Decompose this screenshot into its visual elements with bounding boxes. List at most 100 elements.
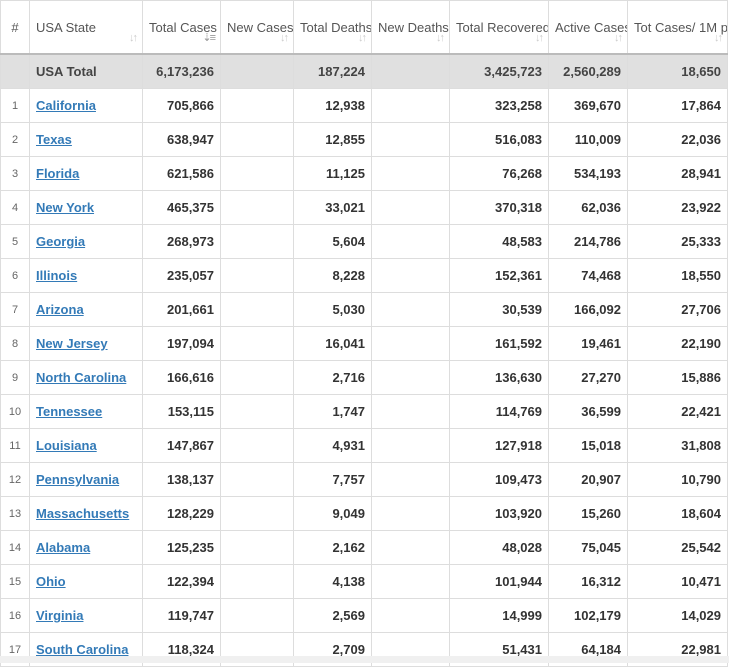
cell-new-deaths <box>371 564 450 599</box>
sort-icon[interactable]: ↓↑ <box>129 32 138 44</box>
table-row: 13 Massachusetts 128,229 9,049 103,920 15,260… <box>0 496 728 531</box>
cell-index: 12 <box>0 462 30 497</box>
header-cases-per-million[interactable]: Tot Cases/ 1M pop↓↑ <box>627 0 728 55</box>
cell-new-deaths <box>371 462 450 497</box>
state-link[interactable]: Virginia <box>36 608 84 623</box>
cell-cases-per-million: 23,922 <box>627 190 728 225</box>
table-row: 7 Arizona 201,661 5,030 30,539 166,092 27,706 <box>0 292 728 327</box>
state-link[interactable]: North Carolina <box>36 370 127 385</box>
header-label: Total Cases <box>149 19 217 35</box>
cell-cases-per-million: 28,941 <box>627 156 728 191</box>
cell-index: 6 <box>0 258 30 293</box>
table-row: 8 New Jersey 197,094 16,041 161,592 19,461 22,… <box>0 326 728 361</box>
cell-new-cases <box>220 462 294 497</box>
cell-active-cases: 534,193 <box>548 156 628 191</box>
horizontal-scrollbar[interactable] <box>0 656 729 663</box>
sort-icon[interactable]: ↓↑ <box>358 32 367 44</box>
cell-new-deaths <box>371 190 450 225</box>
cell-total-cases: 235,057 <box>142 258 221 293</box>
state-link[interactable]: Louisiana <box>36 438 97 453</box>
state-link[interactable]: Illinois <box>36 268 78 283</box>
header-label: Total Deaths <box>300 19 372 35</box>
cell-state: Florida <box>29 156 143 191</box>
cell-total-cases: 122,394 <box>142 564 221 599</box>
cell-new-deaths <box>371 360 450 395</box>
state-link[interactable]: California <box>36 98 96 113</box>
cell-total-deaths: 9,049 <box>293 496 372 531</box>
header-total-recovered[interactable]: Total Recovered ↓↑ <box>449 0 549 55</box>
sort-desc-icon[interactable]: ⇣≡ <box>202 32 216 44</box>
sort-icon[interactable]: ↓↑ <box>535 32 544 44</box>
state-link[interactable]: New Jersey <box>36 336 108 351</box>
cell-index: 4 <box>0 190 30 225</box>
sort-icon[interactable]: ↓↑ <box>280 32 289 44</box>
cell-new-cases <box>220 156 294 191</box>
cell-state: Massachusetts <box>29 496 143 531</box>
header-new-deaths[interactable]: New Deaths ↓↑ <box>371 0 450 55</box>
cell-total-cases: 166,616 <box>142 360 221 395</box>
cell-cases-per-million: 10,471 <box>627 564 728 599</box>
state-link[interactable]: Florida <box>36 166 80 181</box>
cell-active-cases: 15,260 <box>548 496 628 531</box>
state-link[interactable]: Texas <box>36 132 72 147</box>
total-new-deaths <box>371 53 450 89</box>
header-active-cases[interactable]: Active Cases ↓↑ <box>548 0 628 55</box>
state-link[interactable]: Ohio <box>36 574 66 589</box>
header-state[interactable]: USA State ↓↑ <box>29 0 143 55</box>
cell-new-cases <box>220 190 294 225</box>
total-new-cases <box>220 53 294 89</box>
cell-total-recovered: 14,999 <box>449 598 549 633</box>
cell-cases-per-million: 25,333 <box>627 224 728 259</box>
state-link[interactable]: Massachusetts <box>36 506 130 521</box>
cell-cases-per-million: 22,036 <box>627 122 728 157</box>
state-link[interactable]: Alabama <box>36 540 91 555</box>
cell-state: Georgia <box>29 224 143 259</box>
cell-total-cases: 201,661 <box>142 292 221 327</box>
cell-new-cases <box>220 496 294 531</box>
state-link[interactable]: Georgia <box>36 234 86 249</box>
cell-active-cases: 15,018 <box>548 428 628 463</box>
table-row: 2 Texas 638,947 12,855 516,083 110,009 22,036 <box>0 122 728 157</box>
cell-new-cases <box>220 292 294 327</box>
cell-active-cases: 74,468 <box>548 258 628 293</box>
cell-index: 7 <box>0 292 30 327</box>
cell-total-deaths: 4,138 <box>293 564 372 599</box>
header-label: # <box>11 19 19 35</box>
cell-cases-per-million: 31,808 <box>627 428 728 463</box>
cell-new-deaths <box>371 598 450 633</box>
cell-new-cases <box>220 326 294 361</box>
header-total-deaths[interactable]: Total Deaths ↓↑ <box>293 0 372 55</box>
state-link[interactable]: Arizona <box>36 302 84 317</box>
cell-total-recovered: 48,028 <box>449 530 549 565</box>
cell-new-cases <box>220 564 294 599</box>
total-row: USA Total 6,173,236 187,224 3,425,723 2,560,… <box>0 53 728 89</box>
header-label: New Cases <box>227 19 294 35</box>
total-total-recovered: 3,425,723 <box>449 53 549 89</box>
cell-index: 2 <box>0 122 30 157</box>
cell-cases-per-million: 22,421 <box>627 394 728 429</box>
header-label: Total Recovered <box>456 19 549 35</box>
cell-total-cases: 268,973 <box>142 224 221 259</box>
cell-new-cases <box>220 122 294 157</box>
state-link[interactable]: South Carolina <box>36 642 129 657</box>
state-link[interactable]: New York <box>36 200 95 215</box>
cell-active-cases: 369,670 <box>548 88 628 123</box>
state-link[interactable]: Tennessee <box>36 404 103 419</box>
cell-state: California <box>29 88 143 123</box>
cell-state: Pennsylvania <box>29 462 143 497</box>
sort-icon[interactable]: ↓↑ <box>614 32 623 44</box>
cell-cases-per-million: 18,550 <box>627 258 728 293</box>
cell-index: 8 <box>0 326 30 361</box>
header-new-cases[interactable]: New Cases ↓↑ <box>220 0 294 55</box>
state-link[interactable]: Pennsylvania <box>36 472 120 487</box>
cell-total-recovered: 114,769 <box>449 394 549 429</box>
cell-total-cases: 147,867 <box>142 428 221 463</box>
cell-total-deaths: 8,228 <box>293 258 372 293</box>
cell-total-deaths: 16,041 <box>293 326 372 361</box>
sort-icon[interactable]: ↓↑ <box>436 32 445 44</box>
cell-new-deaths <box>371 258 450 293</box>
table-row: 5 Georgia 268,973 5,604 48,583 214,786 25,333 <box>0 224 728 259</box>
sort-icon[interactable]: ↓↑ <box>714 32 723 44</box>
header-total-cases[interactable]: Total Cases ⇣≡ <box>142 0 221 55</box>
cell-new-cases <box>220 360 294 395</box>
